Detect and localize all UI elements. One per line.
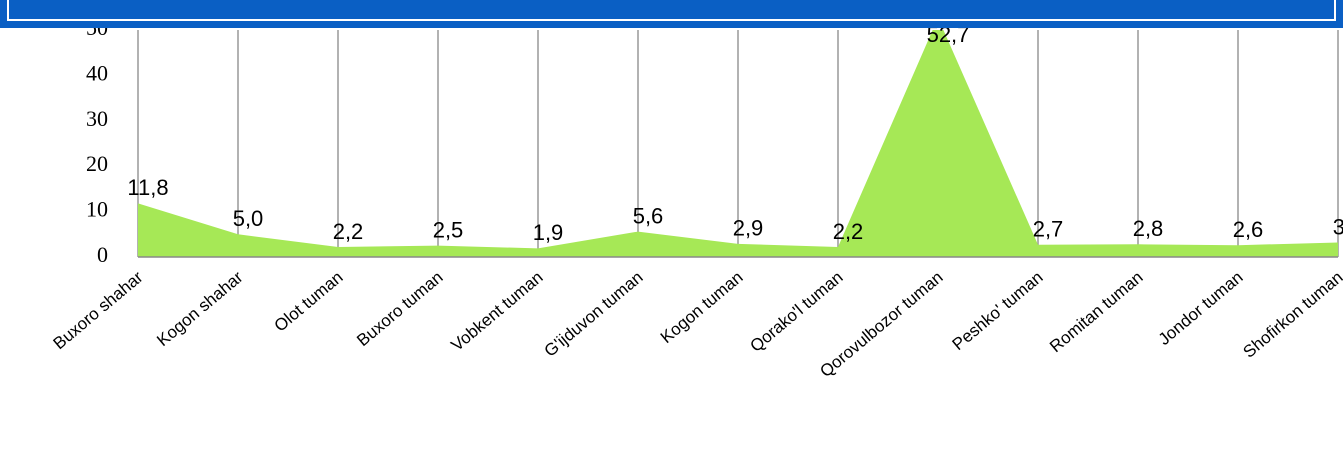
x-tick-label: Qorako'l tuman	[746, 268, 846, 356]
x-tick-label: Buxoro tuman	[353, 268, 446, 351]
y-tick-label: 40	[86, 60, 108, 85]
x-tick-label: Buxoro shahar	[50, 267, 147, 353]
x-tick-label: Romitan tuman	[1046, 268, 1147, 357]
y-tick-label: 30	[86, 106, 108, 131]
data-label: 1,9	[533, 220, 564, 245]
x-tick-label: Vobkent tuman	[447, 268, 546, 355]
data-label: 2,7	[1033, 217, 1064, 242]
x-tick-label: Peshko' tuman	[949, 268, 1047, 354]
data-label: 2,8	[1133, 216, 1164, 241]
x-tick-label: Olot tuman	[271, 268, 347, 336]
y-tick-label: 10	[86, 197, 108, 222]
data-label: 3,2	[1333, 214, 1343, 239]
y-tick-label: 20	[86, 151, 108, 176]
data-label: 2,2	[333, 219, 364, 244]
data-label: 2,2	[833, 219, 864, 244]
data-label: 5,0	[233, 206, 264, 231]
data-label: 2,5	[433, 217, 464, 242]
x-tick-label: Kogon shahar	[153, 267, 247, 350]
data-label: 2,9	[733, 216, 764, 241]
x-tick-label: Kogon tuman	[657, 268, 747, 348]
data-label: 2,6	[1233, 217, 1264, 242]
data-label: 11,8	[127, 175, 168, 200]
x-tick-label: Jondor tuman	[1155, 268, 1247, 349]
x-tick-label: Shofirkon tuman	[1240, 268, 1343, 362]
data-label: 5,6	[633, 203, 664, 228]
header	[0, 0, 1343, 28]
x-tick-label: G'ijduvon tuman	[541, 268, 647, 361]
y-tick-label: 0	[97, 242, 108, 267]
